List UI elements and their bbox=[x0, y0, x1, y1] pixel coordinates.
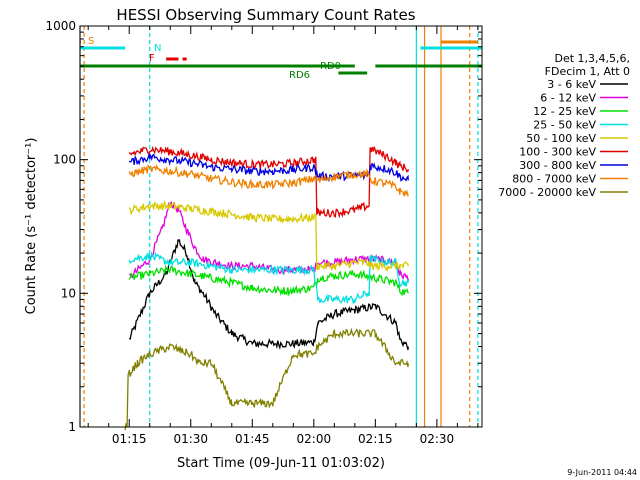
legend-label: 6 - 12 keV bbox=[540, 92, 596, 105]
data-series bbox=[124, 145, 409, 431]
legend-label: 3 - 6 keV bbox=[547, 78, 596, 91]
flag-rd0-label: RD0 bbox=[320, 61, 341, 72]
x-axis-label: Start Time (09-Jun-11 01:03:02) bbox=[177, 456, 385, 471]
legend-label: 300 - 800 keV bbox=[519, 159, 596, 172]
x-tick-label: 02:00 bbox=[297, 432, 332, 446]
x-tick-label: 01:15 bbox=[112, 432, 147, 446]
legend-label: 50 - 100 keV bbox=[526, 132, 596, 145]
legend-label: 25 - 50 keV bbox=[533, 119, 596, 132]
timestamp-stamp: 9-Jun-2011 04:44 bbox=[567, 468, 637, 477]
y-axis-label: Count Rate (s⁻¹ detector⁻¹) bbox=[24, 138, 39, 315]
flag-rd6-label: RD6 bbox=[289, 70, 310, 81]
legend-header-line1: Det 1,3,4,5,6, bbox=[554, 52, 630, 65]
x-axis: 01:15 01:30 01:45 02:00 02:15 02:30 bbox=[87, 26, 479, 446]
chart-title: HESSI Observing Summary Count Rates bbox=[116, 6, 415, 24]
y-tick-label: 100 bbox=[53, 153, 76, 167]
series-6-12-keV-line bbox=[128, 201, 409, 283]
series-300-800-keV-line bbox=[128, 153, 409, 183]
x-tick-label: 01:30 bbox=[173, 432, 208, 446]
time-markers bbox=[79, 26, 479, 427]
legend-label: 800 - 7000 keV bbox=[512, 173, 596, 186]
series-50-100-keV-line bbox=[128, 199, 409, 272]
flag-saa-label: S bbox=[88, 36, 94, 47]
flag-night-label: N bbox=[154, 43, 161, 54]
legend-label: 7000 - 20000 keV bbox=[498, 186, 596, 199]
x-tick-label: 01:45 bbox=[235, 432, 270, 446]
series-3-6-keV-line bbox=[128, 238, 409, 351]
flag-flare-label: F bbox=[149, 53, 155, 64]
series-100-300-keV-line bbox=[128, 145, 409, 219]
series-25-50-keV-line bbox=[128, 251, 409, 305]
legend-header-line2: FDecim 1, Att 0 bbox=[545, 65, 630, 78]
y-tick-label: 1 bbox=[68, 420, 76, 434]
y-tick-label: 1000 bbox=[45, 19, 76, 33]
y-axis: 1 10 100 1000 bbox=[45, 19, 482, 434]
series-800-7000-keV-line bbox=[128, 163, 409, 197]
status-flags: S NF RD0 RD6 bbox=[80, 36, 482, 81]
legend-label: 12 - 25 keV bbox=[533, 105, 596, 118]
y-tick-label: 10 bbox=[61, 286, 76, 300]
x-tick-label: 02:30 bbox=[420, 432, 455, 446]
legend: Det 1,3,4,5,6, FDecim 1, Att 0 3 - 6 keV… bbox=[498, 52, 630, 199]
x-tick-label: 02:15 bbox=[358, 432, 393, 446]
plot-frame bbox=[79, 25, 483, 428]
series-12-25-keV-line bbox=[128, 264, 409, 297]
series-7000-20000-keV-line bbox=[124, 327, 409, 431]
legend-label: 100 - 300 keV bbox=[519, 146, 596, 159]
